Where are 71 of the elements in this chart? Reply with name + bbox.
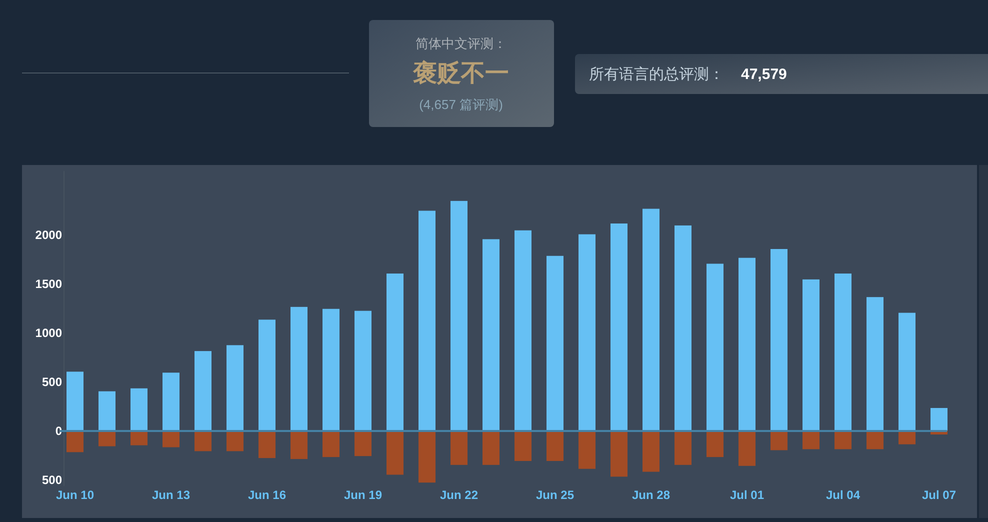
x-tick-label: Jul 01 [730, 488, 764, 502]
bar [834, 274, 852, 432]
x-tick-label: Jun 22 [440, 488, 478, 502]
bar [738, 430, 756, 466]
bar [514, 230, 532, 432]
bar [866, 430, 884, 450]
y-tick-label: 1500 [35, 276, 62, 291]
bar [130, 388, 148, 432]
bar [130, 430, 148, 446]
bar [578, 234, 596, 432]
bar [834, 430, 852, 450]
bar [642, 430, 660, 472]
bar [418, 210, 436, 432]
bar [674, 430, 692, 465]
bar [162, 372, 180, 432]
bar [258, 320, 276, 432]
bar [290, 306, 308, 432]
x-tick-label: Jul 04 [826, 488, 860, 502]
x-tick-label: Jun 19 [344, 488, 382, 502]
bar [610, 223, 628, 432]
x-tick-label: Jun 25 [536, 488, 574, 502]
bar [354, 310, 372, 432]
bar [482, 239, 500, 432]
x-tick-label: Jun 28 [632, 488, 670, 502]
bar [802, 430, 820, 450]
y-tick-label: 1000 [35, 326, 62, 340]
bar [98, 430, 116, 446]
bar [610, 430, 628, 477]
bar [770, 249, 788, 432]
bar [674, 225, 692, 432]
bar [290, 430, 308, 460]
bar [482, 430, 500, 465]
bar [546, 430, 564, 461]
y-tick-label: 500 [42, 473, 62, 488]
x-tick-label: Jun 13 [152, 488, 190, 502]
bar [450, 200, 468, 432]
bar [450, 430, 468, 465]
x-tick-label: Jun 10 [56, 488, 94, 502]
bar [418, 430, 436, 483]
x-tick-label: Jun 16 [248, 488, 286, 502]
bar [866, 297, 884, 432]
bar [226, 430, 244, 452]
bar [738, 258, 756, 432]
bar [706, 430, 724, 458]
bar [322, 308, 340, 432]
bar [98, 391, 116, 432]
bar [354, 430, 372, 456]
bar [386, 274, 404, 432]
bar [162, 430, 180, 448]
bar [578, 430, 596, 469]
bar [66, 372, 84, 432]
bar [898, 312, 916, 432]
bar [258, 430, 276, 458]
y-tick-label: 500 [42, 374, 62, 389]
bar [642, 208, 660, 432]
header: 简体中文评测： 褒贬不一 (4,657 篇评测) 所有语言的总评测： 47,579 [22, 20, 988, 127]
bar [226, 345, 244, 432]
bar [514, 430, 532, 461]
bar [386, 430, 404, 475]
bar [930, 408, 948, 432]
bar [898, 430, 916, 444]
bar [546, 256, 564, 432]
bar [802, 279, 820, 432]
bar [66, 430, 84, 452]
y-tick-label: 2000 [35, 228, 62, 242]
bar [322, 430, 340, 458]
bar [194, 430, 212, 452]
bar [194, 351, 212, 432]
x-tick-label: Jul 07 [922, 488, 956, 502]
bar [706, 264, 724, 432]
bar [770, 430, 788, 450]
